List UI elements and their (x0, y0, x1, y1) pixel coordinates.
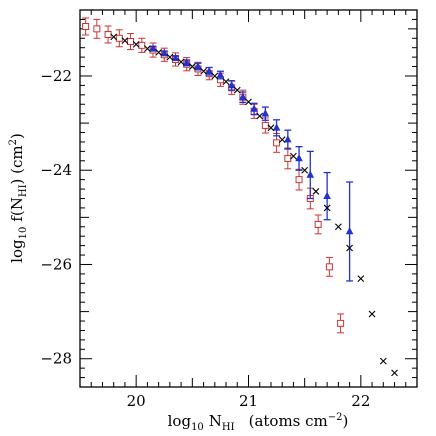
y-tick-label: −22 (40, 67, 72, 85)
data-point-triangle (261, 109, 270, 117)
y-axis-label-end: ) (8, 133, 26, 139)
data-point-cross (267, 124, 275, 132)
data-point-cross (379, 357, 387, 365)
x-tick-label: 22 (351, 392, 370, 410)
data-point-cross (222, 78, 230, 86)
data-point-cross (357, 275, 365, 283)
data-point-triangle (205, 66, 213, 75)
y-axis-label-prefix-sub: 10 (18, 227, 29, 240)
data-point-cross (188, 63, 196, 70)
axis-ticks (79, 9, 418, 388)
data-point-cross (312, 188, 320, 195)
data-point-triangle (149, 44, 157, 52)
data-point-square (273, 139, 281, 147)
data-point-triangle (216, 70, 225, 78)
data-point-cross (323, 204, 331, 212)
x-axis-label-prefix: log (168, 412, 192, 430)
data-point-triangle (295, 153, 303, 162)
x-axis-label-var: N (209, 412, 222, 430)
x-axis-label-units-sup: −2 (328, 412, 343, 423)
data-point-square (325, 263, 333, 271)
y-axis-label-f-sub: HI (18, 184, 29, 197)
data-point-cross (290, 152, 297, 160)
data-point-triangle (284, 135, 292, 143)
data-point-cross (177, 58, 185, 66)
data-point-square (93, 25, 101, 33)
data-point-cross (334, 223, 342, 231)
y-axis-label: log10 f(NHI) (cm2) (8, 133, 29, 263)
data-point-square (261, 121, 269, 129)
data-point-square (115, 34, 123, 42)
data-point-cross (110, 33, 118, 41)
data-point-triangle (306, 170, 315, 178)
x-tick-label: 21 (239, 392, 258, 410)
data-point-cross (233, 86, 241, 94)
x-axis-label-units-end: ) (343, 412, 349, 430)
data-point-triangle (272, 123, 281, 131)
y-tick-label: −26 (40, 255, 72, 273)
data-point-square (138, 41, 146, 49)
plot-frame (79, 9, 418, 388)
data-point-cross (200, 67, 207, 75)
data-point-triangle (323, 191, 331, 199)
data-point-cross (166, 53, 174, 61)
data-point-cross (121, 37, 129, 45)
data-point-cross (211, 72, 219, 80)
data-point-cross (346, 244, 353, 252)
x-tick-label: 20 (127, 392, 146, 410)
y-axis-label-f-sup: 2 (8, 139, 19, 145)
data-point-triangle (239, 92, 247, 100)
data-point-cross (132, 41, 140, 48)
y-axis-label-prefix: log (8, 239, 26, 263)
y-tick-label: −24 (40, 161, 72, 179)
data-point-square (104, 31, 112, 39)
data-point-triangle (171, 53, 180, 61)
y-tick-label: −28 (40, 350, 72, 368)
data-point-square (82, 22, 90, 30)
data-point-square (284, 154, 292, 162)
data-point-triangle (250, 104, 258, 112)
x-axis-label: log10 NHI (atoms cm−2) (168, 412, 349, 433)
data-point-triangle (345, 226, 354, 235)
data-point-triangle (182, 58, 191, 66)
data-point-square (314, 220, 322, 228)
data-point-cross (144, 45, 151, 53)
data-point-square (127, 38, 135, 46)
data-point-cross (245, 98, 252, 106)
y-axis-label-f-end: ) (cm (8, 145, 26, 184)
data-point-cross (155, 49, 163, 56)
x-axis-label-units: (atoms cm (249, 412, 328, 430)
data-point-cross (391, 369, 398, 377)
data-point-cross (368, 310, 376, 318)
data-point-triangle (194, 62, 202, 70)
data-point-cross (301, 166, 309, 174)
data-point-triangle (160, 48, 169, 57)
data-point-triangle (227, 80, 236, 89)
data-point-square (337, 319, 345, 327)
data-point-square (295, 176, 303, 184)
y-axis-label-f: f(N (8, 197, 26, 222)
x-axis-label-var-sub: HI (222, 422, 235, 433)
data-marks (82, 17, 398, 377)
x-axis-label-prefix-sub: 10 (191, 422, 204, 433)
data-point-cross (278, 136, 286, 143)
data-point-cross (256, 112, 264, 120)
tick-labels: 20 21 22 −22 −24 −26 −28 (40, 67, 370, 410)
